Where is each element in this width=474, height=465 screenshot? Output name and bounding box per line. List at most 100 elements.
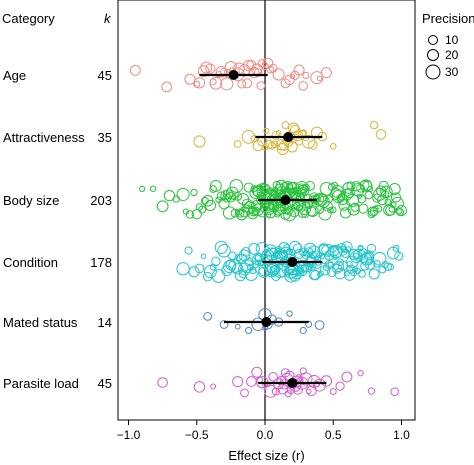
plot-frame [117,0,416,421]
data-point-parasite-load [335,381,345,391]
data-point-attractiveness [286,141,298,153]
data-point-condition [288,248,296,256]
mean-body-size [280,195,291,205]
data-point-parasite-load [251,366,263,378]
k-value-condition: 178 [90,255,112,270]
data-point-body-size [339,207,352,219]
data-point-body-size [346,181,356,191]
data-point-age [215,66,228,78]
data-point-body-size [347,203,360,216]
data-point-body-size [395,207,403,215]
data-point-body-size [209,185,217,193]
data-point-parasite-load [357,370,364,377]
k-value-attractiveness: 35 [98,130,112,145]
data-point-body-size [139,185,146,193]
data-point-attractiveness [370,121,379,130]
data-point-body-size [358,203,369,214]
data-point-body-size [235,208,243,216]
data-point-attractiveness [263,127,270,134]
data-point-condition [296,264,308,277]
data-point-body-size [204,199,217,212]
data-point-condition [357,245,364,252]
data-point-condition [327,267,337,278]
data-point-attractiveness [233,140,242,148]
k-value-age: 45 [98,68,112,83]
data-point-body-size [256,186,268,198]
confidence-intervals [199,73,327,385]
data-point-body-size [191,209,202,220]
data-point-condition [334,267,346,280]
data-point-body-size [367,210,376,219]
data-point-body-size [149,185,157,192]
data-point-condition [211,256,221,267]
data-point-condition [248,243,260,255]
mean-estimates [228,70,298,388]
data-point-body-size [299,186,307,194]
x-tick-label: 0.0 [257,428,274,442]
k-value-body-size: 203 [90,193,112,208]
data-point-mated-status [299,326,307,335]
data-point-age [220,77,234,91]
data-point-body-size [275,179,288,192]
data-point-parasite-load [232,376,244,388]
data-point-condition [333,261,345,273]
mean-age [228,70,239,80]
data-point-condition [366,243,377,254]
data-point-body-size [369,206,379,216]
data-point-age [197,65,210,77]
x-tick-label: −1.0 [117,428,141,442]
data-point-condition [253,252,263,262]
data-point-condition [217,243,231,258]
x-axis-title: Effect size (r) [228,448,304,463]
category-label-body-size: Body size [3,193,59,208]
data-point-mated-status [245,326,253,335]
data-point-parasite-load [390,387,399,396]
data-point-body-size [305,181,315,191]
category-label-parasite-load: Parasite load [3,376,79,391]
data-point-condition [310,250,321,260]
data-point-condition [304,242,317,255]
x-tick-label: 1.0 [393,428,410,442]
category-label-age: Age [3,68,26,83]
data-point-age [129,64,141,76]
data-point-condition [184,246,193,255]
data-point-age [184,73,196,85]
data-point-condition [327,261,334,268]
data-point-age [272,68,285,81]
data-point-attractiveness [307,139,318,150]
data-point-body-size [396,205,407,217]
data-point-condition [368,268,380,280]
data-point-attractiveness [329,143,337,150]
data-point-body-size [377,194,388,206]
data-point-age [205,63,216,74]
data-point-parasite-load [210,383,217,390]
data-point-age [237,79,247,89]
data-point-age [161,81,173,93]
data-point-age [256,81,266,91]
data-point-age [261,62,269,70]
data-point-condition [209,263,217,271]
data-point-age [209,76,223,90]
data-point-body-size [163,189,176,202]
data-point-body-size [230,208,240,218]
data-point-body-size [301,209,310,219]
data-point-attractiveness [193,135,206,148]
legend-symbol-30 [425,64,441,80]
data-point-body-size [344,187,355,199]
data-point-parasite-load [367,387,376,395]
data-point-body-size [388,182,401,196]
data-point-condition [394,251,404,261]
data-point-body-size [172,195,180,203]
data-point-body-size [269,188,278,197]
category-labels: Age 45 Attractiveness 35 Body size 203 Conditi… [3,68,112,391]
data-point-age [293,64,305,76]
data-point-body-size [302,193,313,204]
data-point-attractiveness [275,130,282,136]
data-point-age [320,67,332,79]
data-point-body-size [156,200,169,213]
data-point-body-size [236,209,248,221]
data-point-body-size [263,189,277,203]
data-point-parasite-load [320,375,333,387]
